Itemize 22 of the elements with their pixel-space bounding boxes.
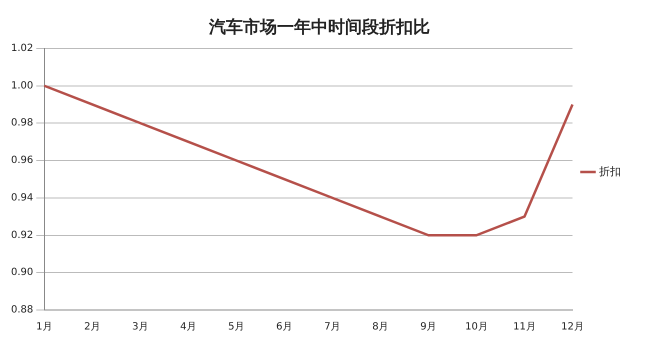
x-tick-label: 6月	[276, 322, 293, 333]
x-tick-label: 8月	[372, 322, 389, 333]
y-tick-label: 1.00	[11, 80, 34, 92]
x-tick-label: 11月	[513, 322, 536, 333]
y-tick-label: 0.92	[11, 230, 34, 241]
legend-label: 折扣	[599, 164, 621, 178]
chart-title: 汽车市场一年中时间段折扣比	[208, 18, 430, 38]
y-tick-label: 0.90	[11, 267, 34, 278]
y-tick-label: 0.98	[11, 118, 34, 129]
y-tick-label: 0.96	[11, 155, 34, 166]
x-tick-label: 5月	[228, 322, 245, 333]
x-tick-label: 3月	[132, 322, 148, 333]
y-tick-label: 0.88	[11, 304, 34, 316]
x-tick-label: 10月	[465, 322, 488, 333]
y-tick-label: 0.94	[11, 192, 34, 204]
y-tick-label: 1.02	[11, 42, 34, 54]
x-tick-label: 9月	[420, 322, 437, 333]
x-tick-label: 12月	[561, 322, 584, 333]
x-tick-label: 2月	[84, 322, 100, 333]
x-tick-label: 4月	[180, 322, 197, 333]
x-tick-label: 1月	[36, 322, 52, 333]
x-tick-label: 7月	[324, 322, 341, 333]
